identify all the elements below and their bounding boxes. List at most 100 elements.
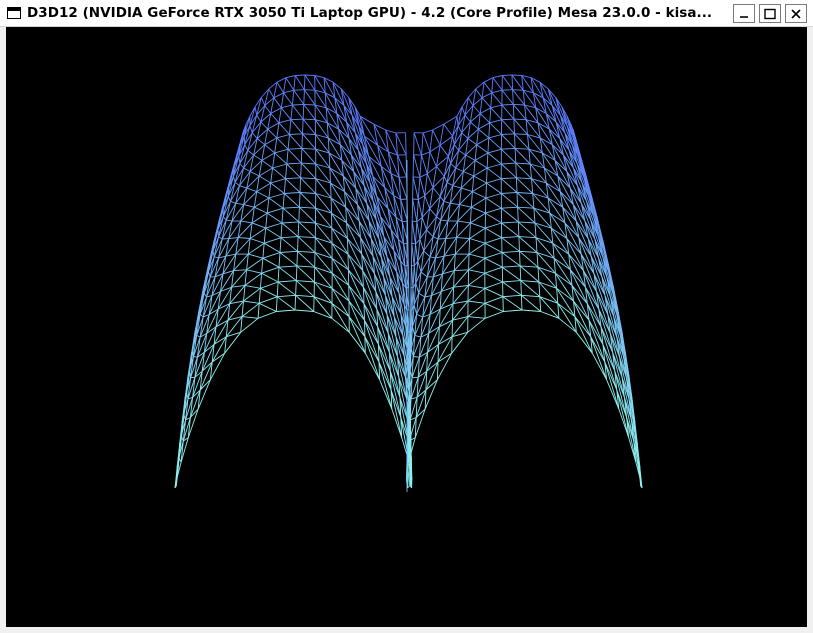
mesh-edge-848	[376, 196, 392, 230]
mesh-edge-209	[299, 206, 316, 209]
mesh-edge-1317	[414, 316, 424, 336]
mesh-edge-551	[368, 220, 372, 239]
mesh-edge-1477	[491, 77, 494, 93]
mesh-edge-1212	[474, 152, 489, 161]
mesh-edge-19	[373, 123, 386, 131]
mesh-edge-1107	[530, 77, 541, 83]
mesh-edge-1864	[464, 114, 471, 123]
mesh-edge-1093	[409, 465, 412, 487]
mesh-edge-214	[372, 255, 385, 278]
mesh-edge-769	[249, 125, 253, 133]
mesh-edge-805	[380, 166, 395, 196]
mesh-edge-1758	[569, 269, 573, 286]
mesh-edge-297	[296, 265, 315, 268]
mesh-edge-1911	[489, 122, 502, 135]
mesh-edge-1084	[313, 296, 333, 319]
mesh-edge-2096	[616, 336, 627, 378]
mesh-edge-1105	[511, 74, 522, 76]
mesh-edge-2037	[416, 313, 423, 318]
mesh-edge-424	[232, 156, 240, 177]
mesh-edge-783	[377, 145, 392, 174]
mesh-edge-451	[264, 129, 269, 145]
mesh-edge-73	[256, 128, 269, 139]
close-button[interactable]	[785, 4, 807, 23]
mesh-edge-301	[363, 303, 379, 328]
mesh-edge-1319	[431, 273, 443, 296]
mesh-edge-295	[261, 266, 280, 274]
mesh-edge-1910	[478, 128, 490, 139]
mesh-edge-1255	[459, 191, 473, 205]
mesh-edge-2139	[612, 352, 625, 398]
mesh-edge-1139	[419, 173, 428, 178]
mesh-edge-1502	[512, 89, 514, 105]
mesh-edge-564	[225, 238, 230, 257]
mesh-edge-14	[332, 81, 342, 90]
mesh-edge-552	[378, 238, 382, 258]
render-viewport[interactable]	[6, 27, 807, 627]
mesh-edge-801	[346, 121, 359, 151]
mesh-edge-7	[268, 81, 278, 90]
mesh-edge-2111	[519, 250, 539, 268]
mesh-edge-1909	[467, 138, 477, 146]
mesh-edge-84	[372, 176, 386, 188]
mesh-edge-778	[334, 97, 348, 123]
mesh-edge-2040	[443, 253, 456, 257]
mesh-edge-1679	[422, 296, 426, 318]
minimize-button[interactable]	[733, 4, 755, 23]
mesh-edge-98	[289, 133, 303, 135]
mesh-edge-592	[298, 207, 300, 222]
mesh-edge-1843	[475, 88, 483, 99]
mesh-edge-1061	[295, 280, 315, 298]
mesh-edge-1239	[544, 167, 559, 177]
mesh-edge-1919	[576, 163, 590, 197]
mesh-edge-97	[276, 134, 290, 139]
mesh-edge-1749	[427, 333, 430, 353]
mesh-edge-1427	[408, 417, 417, 442]
mesh-edge-1165	[450, 150, 459, 164]
mesh-edge-1481	[530, 77, 534, 93]
mesh-edge-1142	[447, 144, 455, 157]
mesh-edge-1756	[536, 252, 539, 268]
mesh-edge-1975	[461, 187, 473, 193]
mesh-edge-1000	[375, 291, 389, 334]
mesh-edge-1417	[588, 319, 604, 345]
mesh-edge-870	[380, 216, 395, 252]
mesh-edge-1029	[180, 421, 183, 436]
mesh-edge-923	[218, 255, 226, 259]
mesh-edge-1012	[218, 303, 230, 310]
mesh-edge-538	[203, 271, 209, 294]
mesh-edge-1436	[539, 296, 558, 304]
mesh-edge-774	[293, 89, 305, 105]
mesh-edge-1278	[471, 197, 487, 208]
mesh-edge-335	[199, 361, 213, 391]
mesh-edge-1635	[445, 220, 449, 239]
mesh-edge-2176	[502, 296, 523, 311]
mesh-edge-1456	[503, 309, 523, 312]
mesh-edge-1954	[474, 160, 488, 169]
maximize-button[interactable]	[759, 4, 781, 23]
mesh-edge-1655	[416, 293, 420, 315]
mesh-edge-337	[225, 316, 243, 337]
window-icon[interactable]	[7, 7, 21, 19]
mesh-edge-160	[231, 204, 245, 222]
mesh-edge-1573	[539, 137, 543, 153]
mesh-edge-846	[360, 167, 374, 202]
mesh-edge-1780	[554, 273, 558, 289]
title-bar[interactable]: D3D12 (NVIDIA GeForce RTX 3050 Ti Laptop…	[0, 0, 813, 27]
mesh-edge-1567	[462, 154, 467, 172]
mesh-edge-933	[358, 220, 374, 257]
mesh-edge-1859	[421, 154, 428, 174]
mesh-edge-644	[386, 314, 389, 334]
mesh-edge-1828	[590, 336, 593, 354]
mesh-edge-2175	[484, 302, 504, 312]
mesh-edge-926	[254, 206, 268, 214]
mesh-edge-1548	[513, 119, 515, 134]
mesh-edge-1010	[197, 351, 205, 358]
mesh-edge-51	[260, 113, 271, 123]
mesh-edge-965	[196, 334, 201, 338]
mesh-edge-1205	[415, 238, 421, 245]
mesh-edge-1080	[242, 316, 259, 319]
mesh-edge-493	[218, 216, 224, 237]
mesh-edge-1340	[420, 314, 431, 338]
mesh-edge-588	[235, 237, 239, 255]
